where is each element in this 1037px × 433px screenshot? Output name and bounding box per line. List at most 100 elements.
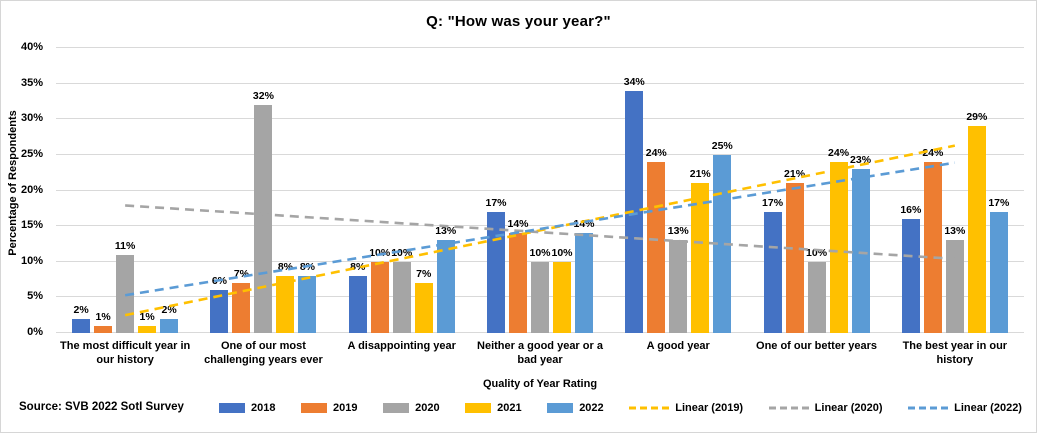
legend-label: 2021	[497, 402, 522, 414]
bar-2019-cat1: 1%	[94, 311, 113, 333]
bar-value-label: 11%	[114, 239, 136, 252]
category-label-1: The most difficult year in our history	[60, 340, 191, 367]
legend-dash-swatch	[768, 406, 809, 410]
bar-value-label: 24%	[828, 147, 850, 159]
bar-value-label: 1%	[95, 310, 111, 323]
legend-dash-swatch	[908, 406, 949, 410]
bar-fill-2018	[763, 211, 782, 333]
legend-label: 2020	[415, 402, 440, 414]
gridline-10	[56, 260, 1024, 262]
bar-fill-2018	[348, 276, 367, 333]
legend-label: 2018	[251, 402, 276, 414]
bar-fill-2018	[901, 219, 920, 333]
y-tick-label-30: 30%	[20, 112, 43, 125]
bar-2021-cat1: 1%	[138, 311, 157, 333]
x-axis-title: Quality of Year Rating	[482, 378, 598, 390]
legend-label: Linear (2020)	[814, 402, 883, 414]
bar-fill-2021	[967, 126, 986, 333]
bar-value-label: 7%	[416, 268, 432, 281]
legend-swatch-2018	[219, 403, 245, 413]
bar-fill-2019	[785, 183, 804, 333]
y-axis-tick-labels: 0% 5% 10% 15% 20% 25% 30% 35% 40%	[1, 41, 49, 338]
bar-fill-2020	[669, 240, 688, 333]
bar-value-label: 21%	[784, 168, 806, 181]
bar-2021-cat7: 29%	[966, 111, 987, 333]
bar-fill-2022	[298, 276, 317, 333]
bar-value-label: 17%	[988, 196, 1010, 209]
plot-area: 2%1%11%1%2%6%7%32%8%8%8%10%10%7%13%17%14…	[56, 47, 1024, 333]
category-label-4: Neither a good year or a bad year	[477, 340, 603, 367]
category-label-2: One of our most challenging years ever	[204, 340, 323, 367]
trendlines-svg	[124, 144, 956, 317]
bar-value-label: 34%	[623, 75, 645, 88]
y-tick-label-40: 40%	[20, 41, 43, 53]
gridline-30	[56, 118, 1024, 120]
bar-value-label: 13%	[944, 225, 966, 238]
x-axis-category-labels: The most difficult year in our history One…	[56, 339, 1024, 368]
bar-2022-cat1: 2%	[160, 304, 179, 333]
gridline-35	[56, 82, 1024, 84]
bar-2022-cat7: 17%	[988, 197, 1009, 333]
bar-fill-2018	[486, 211, 505, 333]
bar-2020-cat2: 32%	[253, 90, 274, 333]
bar-2021-cat4: 10%	[551, 247, 572, 333]
legend-label: 2022	[579, 402, 604, 414]
bar-2020-cat5: 13%	[668, 225, 689, 333]
bar-value-label: 13%	[435, 225, 457, 238]
y-tick-label-35: 35%	[20, 76, 43, 89]
bar-2021-cat3: 7%	[414, 268, 433, 333]
bar-group-4: 17% 14% 10% 10% 14%	[471, 48, 609, 333]
bar-fill-2021	[691, 183, 710, 333]
category-label-5: A good year	[646, 340, 710, 352]
bar-2020-cat7: 13%	[944, 225, 965, 333]
bar-fill-2019	[232, 283, 251, 333]
legend-swatch-2020	[383, 403, 410, 413]
bar-fill-2021	[138, 325, 157, 333]
bar-value-label: 24%	[645, 147, 667, 159]
bar-value-label: 32%	[252, 90, 274, 102]
bar-2018-cat6: 17%	[762, 197, 783, 333]
legend-dash-swatch	[629, 406, 670, 410]
bar-2018-cat7: 16%	[900, 204, 921, 333]
legend-label: Linear (2019)	[675, 402, 744, 414]
bar-fill-2019	[94, 325, 113, 333]
bar-2018-cat1: 2%	[72, 304, 91, 333]
legend-swatch-2019	[301, 403, 328, 413]
legend-item-2020: 2020	[383, 402, 440, 414]
y-tick-label-20: 20%	[20, 183, 43, 196]
bar-value-label: 14%	[507, 218, 529, 231]
bar-2019-cat4: 14%	[507, 218, 528, 333]
legend-item-linear2022: Linear (2022)	[908, 402, 1022, 414]
bar-group-6: 17% 21% 10% 24% 23%	[747, 48, 885, 333]
bar-fill-2022	[574, 233, 593, 333]
legend: 2018 2019 2020 2021 2022 Linear (2019) Linear …	[219, 399, 1022, 417]
bar-value-label: 2%	[161, 303, 177, 316]
trendline-linear2020	[125, 204, 955, 261]
bar-value-label: 21%	[689, 168, 711, 181]
bar-2019-cat3: 10%	[369, 247, 390, 333]
bar-fill-2018	[72, 318, 91, 333]
bar-group-7: 16% 24% 13% 29% 17%	[886, 48, 1024, 333]
bar-fill-2022	[851, 169, 870, 333]
bar-fill-2021	[552, 261, 571, 333]
bar-fill-2019	[370, 261, 389, 333]
y-tick-label-10: 10%	[20, 254, 43, 267]
bar-value-label: 8%	[350, 261, 366, 273]
bar-value-label: 1%	[139, 310, 155, 323]
bar-2019-cat6: 21%	[784, 168, 805, 333]
legend-swatch-2022	[547, 403, 574, 413]
bar-fill-2022	[160, 318, 179, 333]
bar-group-3: 8% 10% 10% 7% 13%	[333, 48, 471, 333]
source-text: Source: SVB 2022 SotI Survey	[19, 401, 184, 413]
bar-fill-2021	[276, 276, 295, 333]
bar-fill-2022	[989, 211, 1008, 333]
bar-value-label: 13%	[667, 225, 689, 238]
category-label-6: One of our better years	[756, 340, 878, 352]
y-tick-label-0: 0%	[27, 326, 43, 338]
gridline-15	[56, 225, 1024, 227]
bar-value-label: 2%	[73, 303, 89, 316]
trendline-linear2022	[124, 161, 956, 297]
category-label-7: The best year in our history	[902, 340, 1008, 367]
bar-value-label: 16%	[900, 204, 922, 216]
